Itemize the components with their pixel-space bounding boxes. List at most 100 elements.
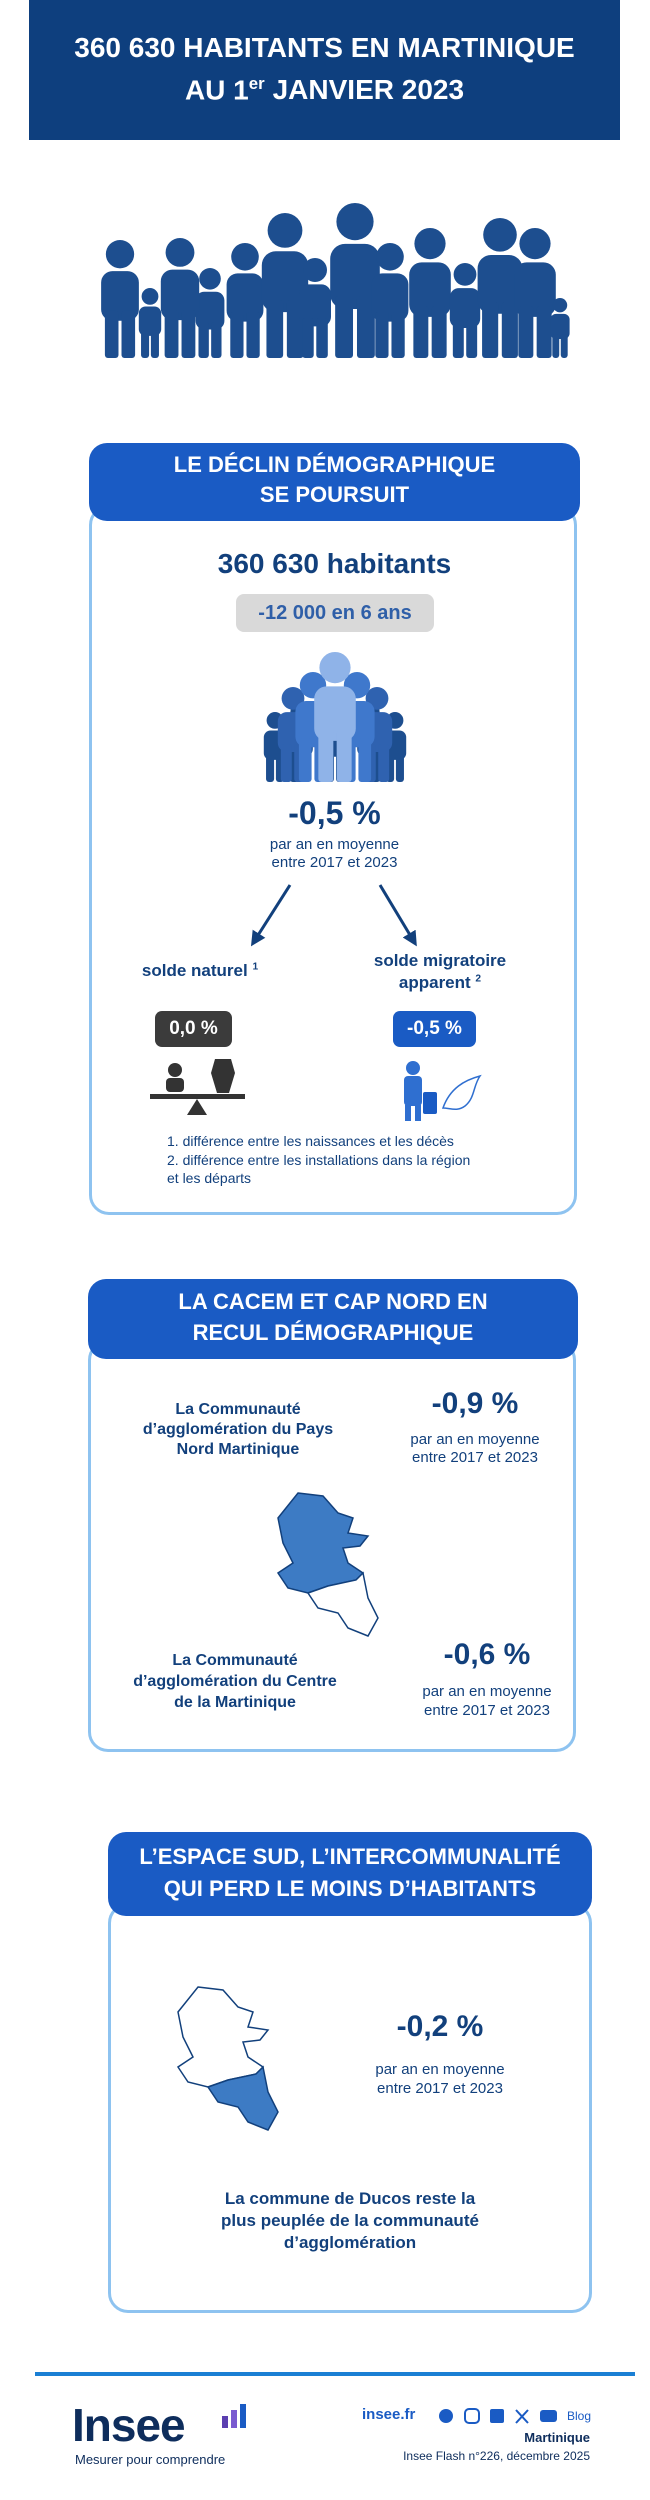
person-leg <box>302 318 314 358</box>
superscript: er <box>248 74 265 93</box>
person-leg <box>266 300 284 358</box>
heading-line: L’ESPACE SUD, L’INTERCOMMUNALITÉ <box>139 1844 561 1869</box>
person-leg <box>164 310 179 358</box>
person-body <box>330 243 380 310</box>
map-region <box>176 1986 270 2088</box>
person-body <box>371 273 409 322</box>
rate-note: entre 2017 et 2023 <box>271 854 398 871</box>
publication: Insee Flash n°226, décembre 2025 <box>403 2449 590 2463</box>
person-leg <box>395 754 404 782</box>
person-leg <box>358 738 372 782</box>
person-head <box>165 238 195 267</box>
migratory-value: -0,5 % <box>393 1011 476 1047</box>
person-leg <box>335 296 354 358</box>
person-head <box>303 258 327 282</box>
person-head <box>453 263 477 286</box>
migratory-label: apparent 2 <box>340 973 540 993</box>
person-leg <box>230 312 244 358</box>
person-leg <box>452 320 464 358</box>
person-body <box>226 273 264 322</box>
social-icons <box>439 2408 557 2424</box>
title-line: AU 1er JANVIER 2023 <box>29 74 620 106</box>
map <box>276 1492 379 1637</box>
seesaw-icon <box>150 1059 245 1115</box>
person-body <box>314 686 356 741</box>
change-badge: -12 000 en 6 ans <box>236 594 434 632</box>
region: Martinique <box>524 2430 590 2445</box>
crowd-illustration <box>101 203 570 358</box>
person-head <box>519 228 551 260</box>
social-icon[interactable] <box>490 2409 504 2423</box>
person-leg <box>211 322 222 358</box>
person-head <box>406 1061 420 1075</box>
map <box>176 1986 279 2131</box>
person-head <box>414 228 446 260</box>
plank <box>150 1094 245 1099</box>
person-leg <box>560 334 568 358</box>
person-leg <box>280 744 292 782</box>
person-head <box>105 240 135 269</box>
person-leg <box>431 306 447 358</box>
pivot <box>187 1099 207 1115</box>
person-body <box>404 1076 422 1106</box>
social-icon[interactable] <box>515 2409 529 2424</box>
social-icon[interactable] <box>439 2409 453 2423</box>
section-heading <box>108 1832 592 1916</box>
person-leg <box>466 320 478 358</box>
person-body <box>477 254 523 314</box>
arrows <box>250 884 417 947</box>
area-rate: -0,2 % <box>396 2010 484 2043</box>
social-icon[interactable] <box>464 2408 480 2424</box>
rate-note: entre 2017 et 2023 <box>424 1702 550 1719</box>
area-name: Nord Martinique <box>176 1441 300 1458</box>
map-region <box>276 1492 370 1594</box>
baby-body <box>166 1078 184 1092</box>
person-body <box>138 306 162 336</box>
area-name: La Communauté <box>172 1652 298 1669</box>
person-leg <box>405 1105 411 1121</box>
arrow <box>378 884 417 947</box>
person-leg <box>181 310 196 358</box>
person-head <box>141 288 159 305</box>
person-leg <box>316 318 328 358</box>
person-leg <box>536 306 552 358</box>
title-text: JANVIER 2023 <box>272 74 465 106</box>
person-head <box>231 243 259 271</box>
person-leg <box>266 754 275 782</box>
blog-link[interactable]: Blog <box>567 2409 592 2423</box>
footer-rule <box>35 2372 635 2376</box>
area-name: d’agglomération du Pays <box>142 1421 334 1438</box>
area-rate: -0,9 % <box>431 1387 519 1420</box>
person-body <box>101 271 139 321</box>
area-rate: -0,6 % <box>443 1638 531 1671</box>
person-leg <box>336 730 352 782</box>
footnote: et les départs <box>167 1170 252 1186</box>
person-body <box>409 262 451 317</box>
person-leg <box>413 306 429 358</box>
title-text: AU 1 <box>184 74 249 106</box>
person-leg <box>246 312 260 358</box>
site-link[interactable]: insee.fr <box>362 2406 416 2423</box>
map-region <box>206 2065 279 2131</box>
note-line: d’agglomération <box>283 2233 417 2252</box>
tagline: Mesurer pour comprendre <box>75 2452 226 2467</box>
label-text: solde naturel <box>141 961 248 980</box>
person-leg <box>356 296 375 358</box>
person-leg <box>121 310 136 358</box>
rate-note: entre 2017 et 2023 <box>412 1449 538 1466</box>
rate-note: par an en moyenne <box>410 1431 540 1448</box>
person-head <box>319 652 351 684</box>
coffin <box>211 1059 235 1093</box>
migration-icon <box>404 1061 482 1121</box>
people-icon <box>263 652 407 782</box>
map-region <box>306 1571 379 1637</box>
person-head <box>552 298 568 313</box>
baby-head <box>168 1063 182 1077</box>
person-body <box>261 251 309 313</box>
heading-line: LE DÉCLIN DÉMOGRAPHIQUE <box>173 452 496 477</box>
social-icon[interactable] <box>540 2410 557 2422</box>
area-name: La Communauté <box>175 1401 301 1418</box>
